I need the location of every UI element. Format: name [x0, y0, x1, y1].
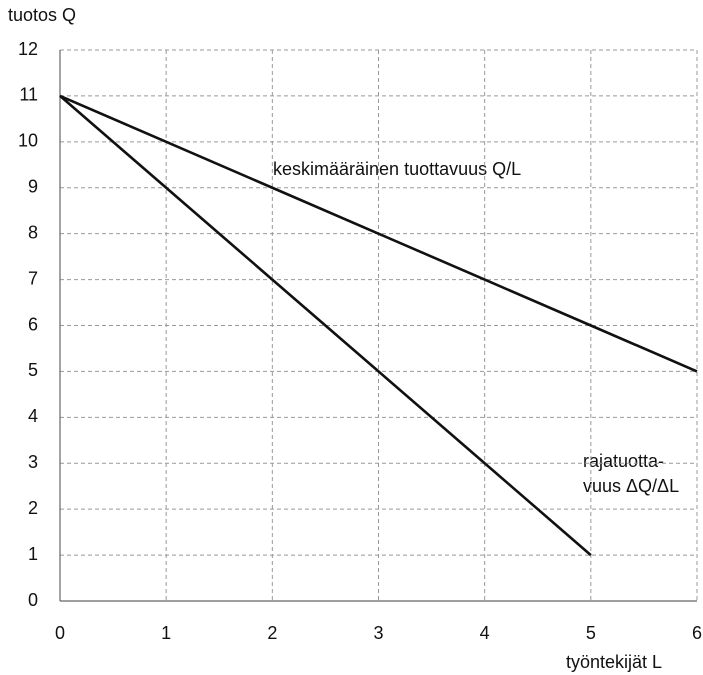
y-tick-label: 3: [28, 452, 38, 472]
x-tick-label: 6: [692, 623, 702, 643]
x-tick-label: 5: [586, 623, 596, 643]
y-tick-label: 9: [28, 177, 38, 197]
series-line: [59, 94, 592, 557]
y-tick-label: 11: [19, 85, 38, 105]
y-tick-label: 1: [28, 544, 38, 564]
y-tick-label: 12: [18, 39, 38, 59]
series-line: [59, 94, 698, 373]
x-tick-label: 2: [267, 623, 277, 643]
y-tick-label: 6: [28, 314, 38, 334]
annotation: keskimääräinen tuottavuus Q/L: [273, 159, 521, 179]
x-tick-label: 1: [161, 623, 171, 643]
x-tick-label: 0: [55, 623, 65, 643]
y-tick-label: 8: [28, 222, 38, 242]
y-tick-label: 4: [28, 406, 38, 426]
x-tick-label: 4: [480, 623, 490, 643]
annotation: vuus ΔQ/ΔL: [583, 476, 679, 496]
y-tick-label: 0: [28, 590, 38, 610]
y-tick-label: 10: [18, 131, 38, 151]
y-tick-label: 5: [28, 360, 38, 380]
x-tick-label: 3: [373, 623, 383, 643]
x-axis-label: työntekijät L: [566, 652, 662, 672]
y-tick-label: 7: [28, 268, 38, 288]
annotation: rajatuotta-: [583, 451, 664, 471]
y-axis-label: tuotos Q: [8, 5, 76, 25]
y-tick-label: 2: [28, 498, 38, 518]
